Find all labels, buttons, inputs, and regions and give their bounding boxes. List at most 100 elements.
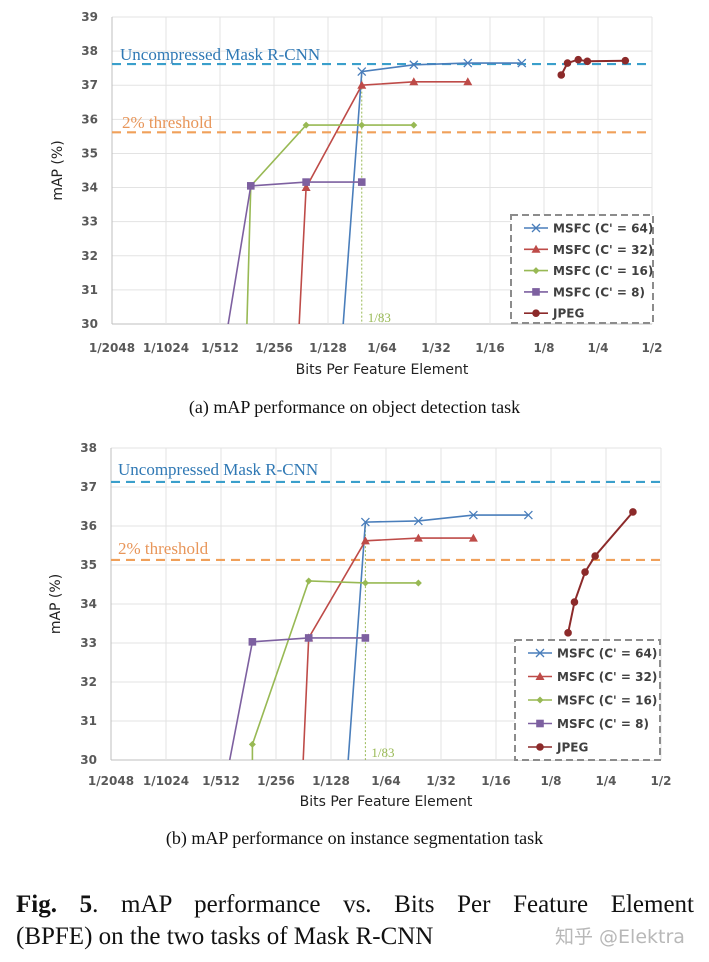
x-tick-label: 1/16 [481,774,510,788]
legend-marker [535,648,545,658]
data-point [246,182,255,190]
data-point [629,508,637,516]
y-tick-label: 31 [81,283,98,297]
annotation-label: 1/83 [368,310,391,325]
y-tick-label: 37 [80,480,97,494]
data-point [302,178,310,186]
y-tick-label: 35 [80,558,97,572]
data-point [621,56,630,65]
series-line [342,62,522,324]
data-point [583,57,592,66]
data-point [409,77,419,86]
data-point [305,577,313,585]
legend-item: MSFC (C' = 64) [524,222,653,236]
series-msfc64 [342,58,527,324]
x-tick-label: 1/512 [201,341,239,355]
data-point [574,55,583,64]
x-tick-label: 1/4 [595,774,616,788]
y-tick-label: 35 [81,146,98,160]
data-point [463,58,473,68]
data-point [358,121,366,129]
x-tick-label: 1/32 [421,341,450,355]
y-tick-label: 33 [81,215,98,229]
data-point [357,178,366,186]
series-line [251,580,419,760]
subcaption-a: (a) mAP performance on object detection … [188,397,521,417]
x-tick-label: 1/8 [533,341,554,355]
data-point [409,60,419,70]
data-point [413,516,423,526]
data-point [517,58,527,68]
x-axis-label: Bits Per Feature Element [300,794,473,810]
legend-marker [531,244,541,253]
threshold-label: 2% threshold [118,539,209,558]
legend-label: MSFC (C' = 64) [557,647,657,661]
data-point [591,552,599,560]
legend-label: MSFC (C' = 32) [557,670,657,684]
data-point [570,598,579,606]
figure-caption-line1: mAP performance vs. Bits Per Feature Ele… [121,891,694,918]
legend-marker [531,223,541,233]
y-tick-label: 38 [80,441,97,455]
series-line [228,637,366,760]
x-tick-label: 1/2 [650,774,671,788]
x-tick-label: 1/32 [426,774,455,788]
data-point [413,533,423,542]
annotation-label: 1/83 [371,745,394,760]
data-point [463,77,473,86]
figure-label: Fig. 5 [16,891,93,918]
data-point [301,183,311,192]
uncompressed-label: Uncompressed Mask R-CNN [118,460,318,479]
legend-item: MSFC (C' = 8) [524,285,645,299]
data-point [468,510,478,520]
legend-label: MSFC (C' = 64) [553,222,653,236]
data-point [557,71,566,79]
legend-box [514,639,661,761]
series-msfc32 [298,77,473,324]
x-tick-label: 1/1024 [143,774,189,788]
uncompressed-label: Uncompressed Mask R-CNN [120,45,320,64]
legend-item: MSFC (C' = 8) [528,717,649,731]
y-tick-label: 37 [81,78,98,92]
series-msfc16 [246,121,418,324]
subcaption-b: (b) mAP performance on instance segmenta… [165,828,544,848]
data-point [357,67,367,77]
x-tick-label: 1/1024 [143,341,189,355]
legend-label: MSFC (C' = 8) [557,717,649,731]
data-point [523,510,533,520]
x-tick-label: 1/128 [312,774,350,788]
legend-item: MSFC (C' = 16) [528,694,657,708]
figure-caption-line2: (BPFE) on the two tasks of Mask R-CNN [16,923,434,950]
legend-marker [535,672,545,680]
legend-label: MSFC (C' = 16) [553,264,653,278]
x-tick-label: 1/2 [641,341,662,355]
series-msfc8 [227,178,366,324]
y-tick-label: 30 [80,753,97,767]
y-axis-label: mAP (%) [50,140,66,200]
legend: MSFC (C' = 64) MSFC (C' = 32) MSFC (C' = 1… [510,214,654,324]
series-msfc16 [248,577,422,760]
series-line [246,124,414,324]
legend-marker [532,267,540,275]
data-point [361,579,369,587]
x-tick-label: 1/16 [475,341,504,355]
chart-a: 30 31 32 33 34 35 36 37 38 39 1/2048 1/1024 1/512 1/2… [50,10,663,378]
legend-label: JPEG [552,307,584,321]
y-tick-label: 30 [81,317,98,331]
data-point [248,638,257,646]
data-point [564,629,572,637]
legend: MSFC (C' = 64) MSFC (C' = 32) MSFC (C' = 1… [514,639,661,761]
y-tick-label: 39 [81,10,98,24]
x-tick-label: 1/256 [255,341,293,355]
x-tick-label: 1/512 [202,774,240,788]
y-tick-label: 34 [81,181,98,195]
legend-item: MSFC (C' = 16) [524,264,653,278]
x-tick-label: 1/4 [587,341,608,355]
figure-caption: Fig. 5. mAP performance vs. Bits Per Fea… [16,891,694,950]
legend-item: JPEG [524,307,584,321]
x-tick-label: 1/256 [257,774,295,788]
x-tick-label: 1/128 [309,341,347,355]
legend-marker [536,719,544,728]
series-msfc32 [302,533,478,760]
